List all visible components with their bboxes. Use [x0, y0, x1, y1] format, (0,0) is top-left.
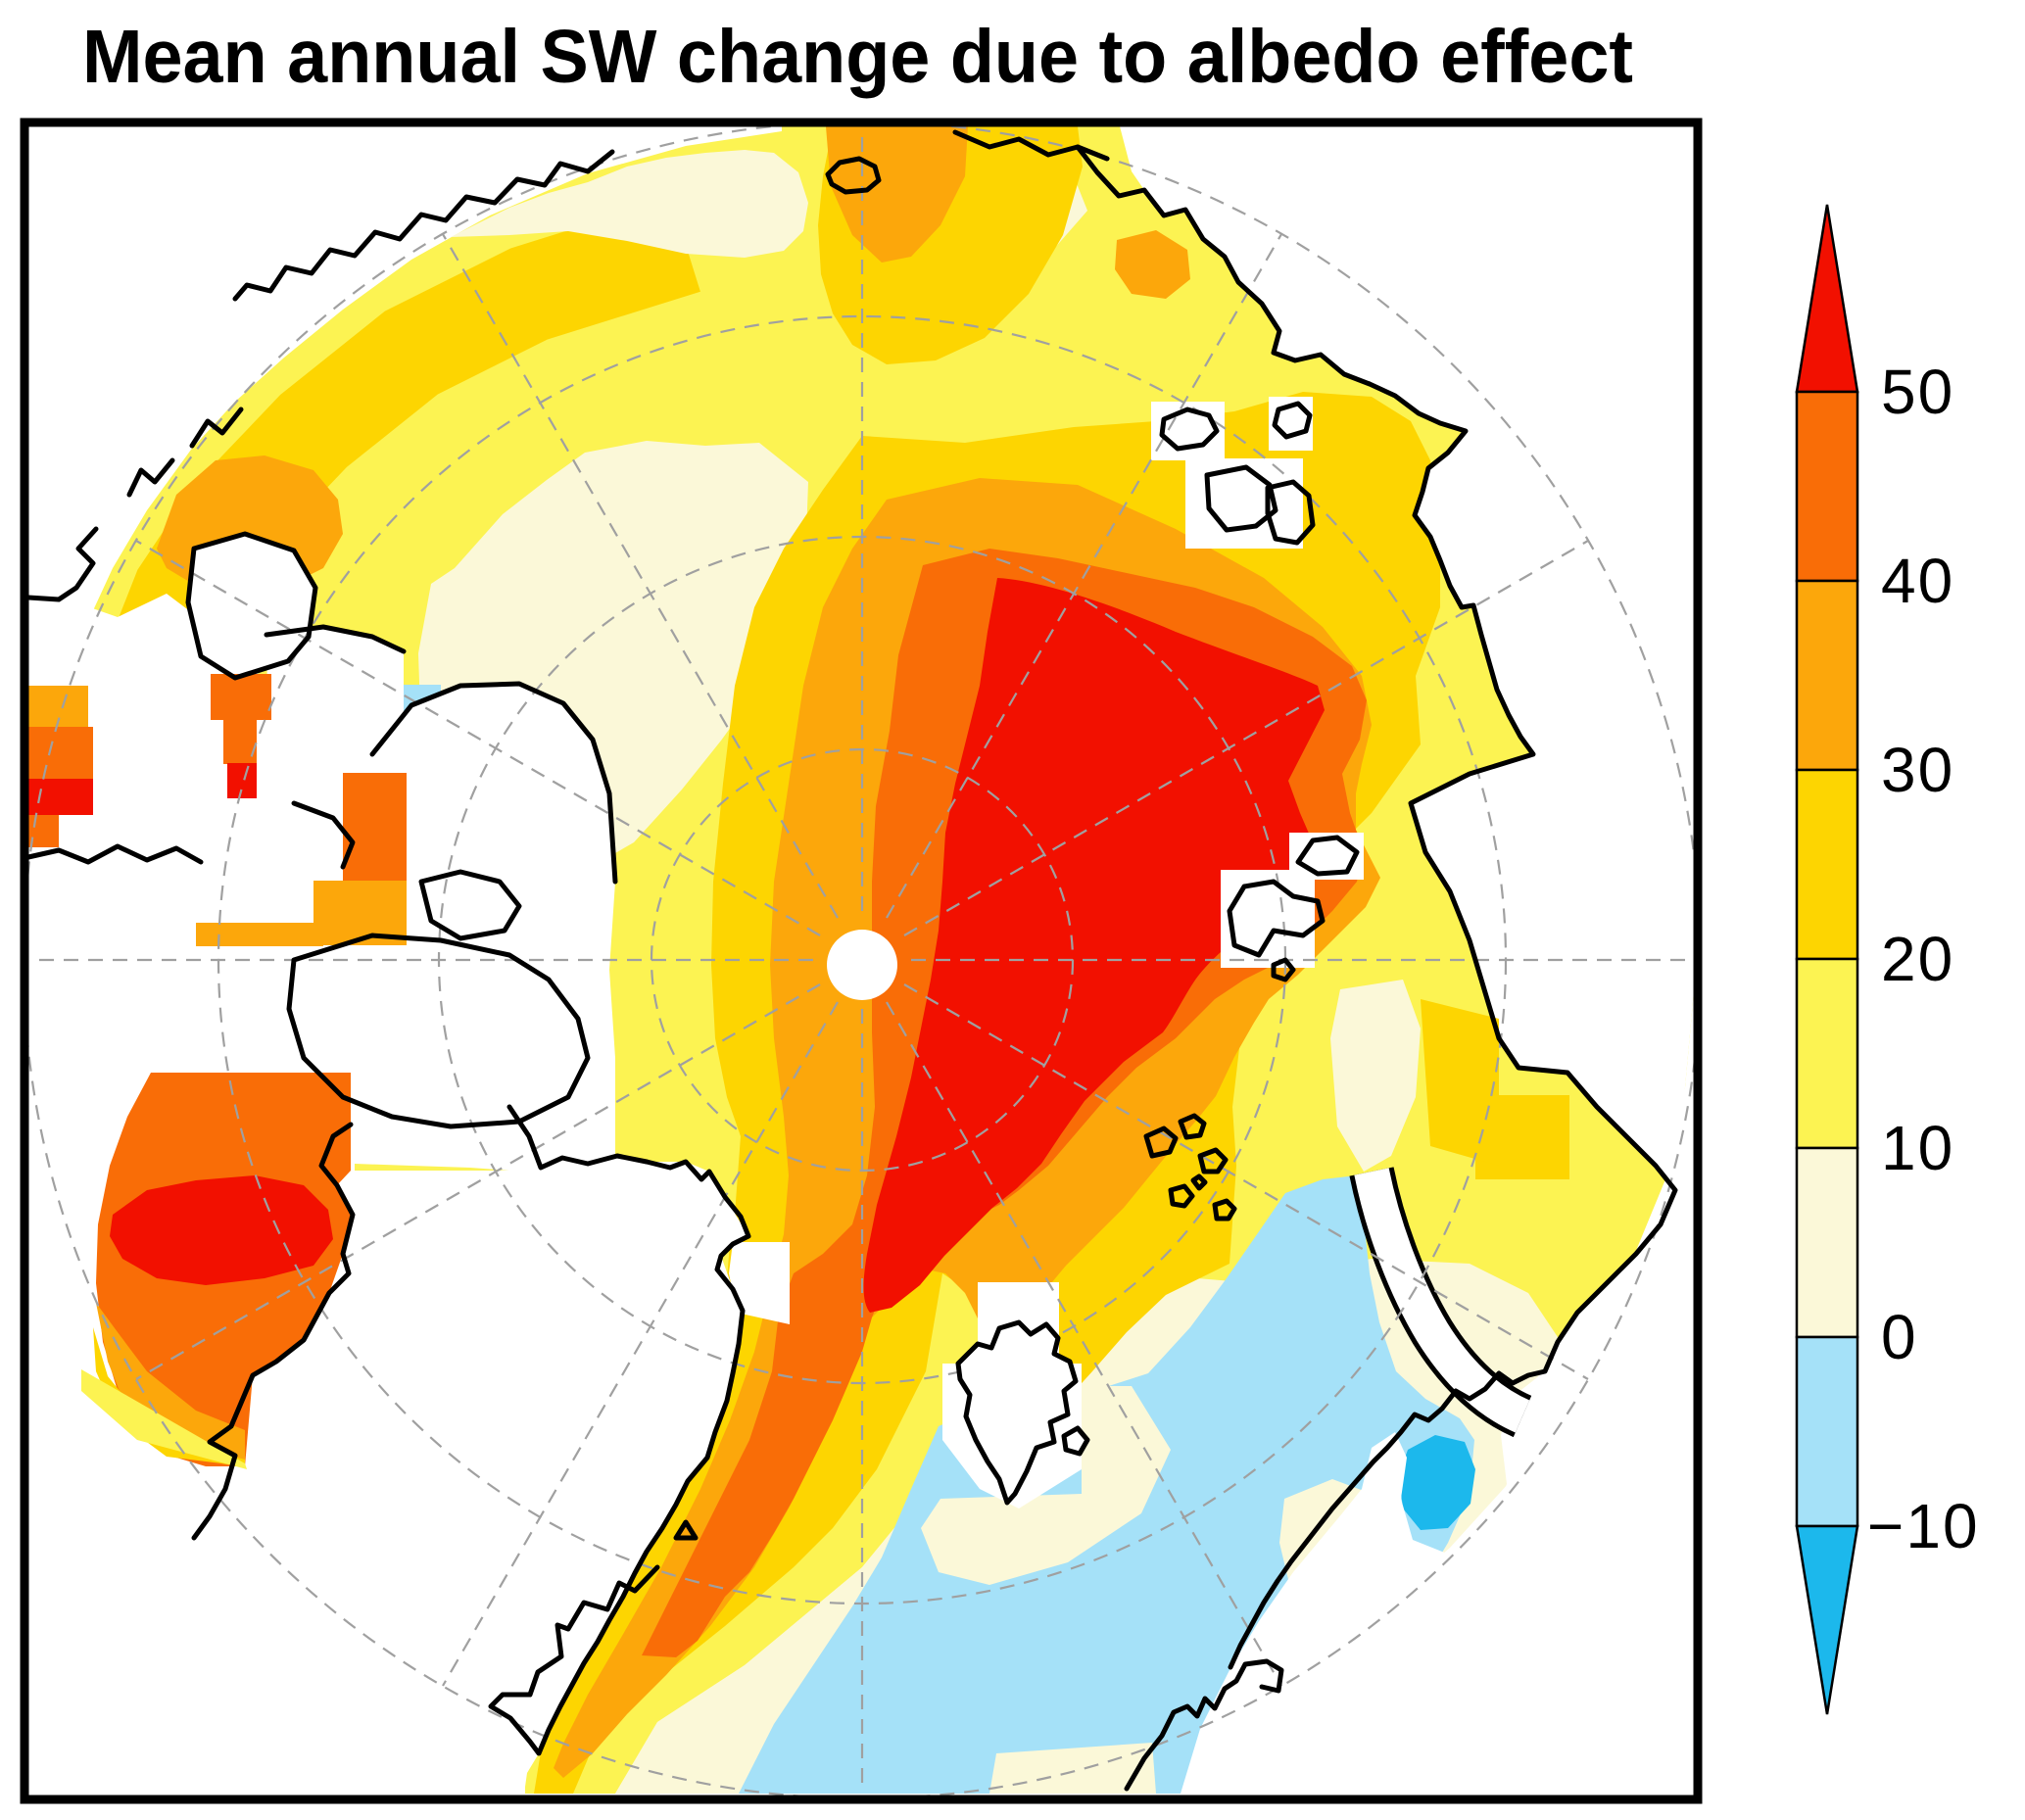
svg-text:20: 20	[1881, 924, 1954, 994]
svg-text:50: 50	[1881, 357, 1954, 427]
svg-text:0: 0	[1881, 1302, 1918, 1372]
svg-text:10: 10	[1881, 1113, 1954, 1183]
svg-text:30: 30	[1881, 735, 1954, 805]
svg-text:Mean annual SW change due to a: Mean annual SW change due to albedo effe…	[82, 15, 1633, 99]
svg-text:40: 40	[1881, 546, 1954, 616]
svg-text:−10: −10	[1867, 1491, 1980, 1561]
